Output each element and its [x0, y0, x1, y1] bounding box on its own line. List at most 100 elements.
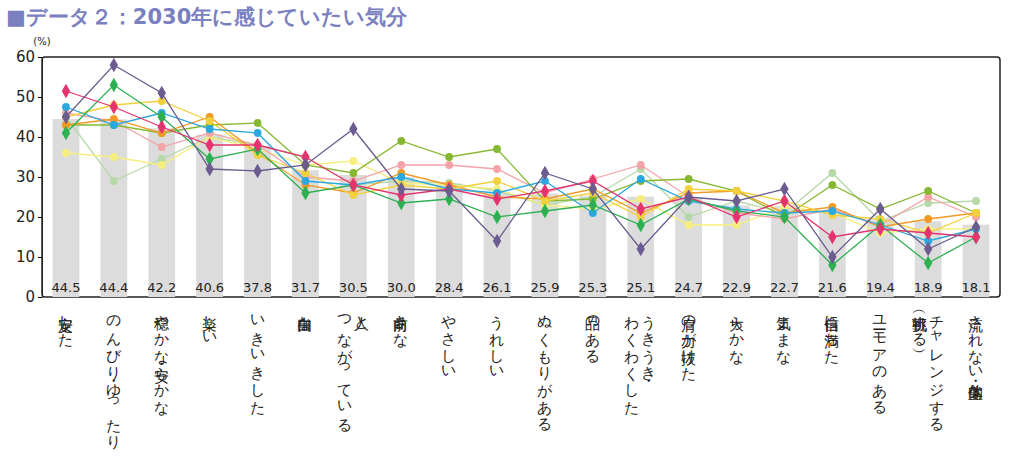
marker — [780, 210, 788, 224]
data-label: 25.3 — [578, 280, 607, 295]
chart-container: ■データ２：2030年に感じていたい気分44.544.442.240.637.8… — [0, 0, 1014, 476]
y-tick-label: 50 — [16, 88, 35, 106]
x-tick-label: うきうき・ — [640, 305, 658, 382]
marker — [397, 161, 405, 169]
bar — [292, 170, 319, 297]
marker — [110, 153, 118, 161]
data-label: 24.7 — [674, 280, 703, 295]
y-tick-label: 60 — [16, 48, 35, 66]
marker — [732, 194, 740, 208]
marker — [110, 121, 118, 129]
y-tick: 0 — [25, 288, 42, 306]
marker — [493, 177, 501, 185]
series-line — [66, 113, 976, 225]
x-tick-label: 楽しい — [201, 305, 219, 342]
y-tick-mark — [38, 177, 42, 178]
plot-frame — [42, 57, 1000, 297]
marker — [158, 161, 166, 169]
series-line — [66, 65, 976, 257]
marker — [685, 213, 693, 221]
marker — [445, 161, 453, 169]
marker — [110, 121, 118, 129]
series-line — [66, 85, 976, 265]
marker — [205, 162, 213, 176]
marker — [110, 58, 118, 72]
marker — [349, 178, 357, 192]
marker — [301, 186, 309, 200]
marker — [445, 184, 453, 198]
x-tick-label: ぬくもりがある — [536, 305, 554, 431]
marker — [110, 100, 118, 114]
series-line — [66, 117, 976, 221]
marker — [349, 178, 357, 192]
x-tick-label: うれしい — [488, 305, 506, 376]
marker — [972, 220, 980, 234]
marker — [254, 129, 262, 137]
x-tick-label: （挑戦する） — [911, 305, 929, 353]
title: ■データ２：2030年に感じていたい気分 — [6, 5, 408, 29]
marker — [397, 137, 405, 145]
marker — [876, 202, 884, 216]
y-tick: 50 — [16, 88, 42, 106]
data-labels: 44.544.442.240.637.831.730.530.028.426.1… — [51, 280, 990, 295]
marker — [972, 209, 980, 217]
x-tick-label: 流されない・主体的な — [967, 305, 985, 400]
marker — [493, 165, 501, 173]
x-tick-label: 安定した — [57, 305, 75, 348]
marker — [828, 181, 836, 189]
marker — [733, 187, 741, 195]
data-label: 30.5 — [339, 280, 368, 295]
data-label: 30.0 — [387, 280, 416, 295]
marker — [972, 197, 980, 205]
marker — [589, 182, 597, 196]
marker — [158, 120, 166, 134]
marker — [206, 125, 214, 133]
marker — [972, 209, 980, 217]
marker — [62, 126, 70, 140]
marker — [158, 86, 166, 100]
marker — [205, 138, 213, 152]
marker — [780, 182, 788, 196]
data-label: 26.1 — [483, 280, 512, 295]
data-label: 40.6 — [195, 280, 224, 295]
x-tick-label: チャレンジする — [928, 305, 946, 431]
x-tick-label: 自信に満ちた — [823, 305, 841, 365]
bar — [244, 146, 271, 297]
marker — [828, 207, 836, 215]
y-tick-mark — [38, 137, 42, 138]
marker — [733, 187, 741, 195]
y-tick-label: 40 — [16, 128, 35, 146]
data-label: 18.9 — [914, 280, 943, 295]
y-tick-label: 20 — [16, 208, 35, 226]
marker — [493, 192, 501, 206]
marker — [301, 158, 309, 172]
x-axis: 安定したのんびり・ゆったり穏やかな・安らかな楽しいいきいきした自由な人とつながっ… — [57, 305, 985, 450]
y-tick-label: 30 — [16, 168, 35, 186]
data-label: 19.4 — [866, 280, 895, 295]
series-line — [66, 123, 976, 217]
marker — [876, 222, 884, 236]
marker — [828, 250, 836, 264]
marker — [684, 190, 692, 204]
y-tick-label: 0 — [25, 288, 35, 306]
y-tick-mark — [38, 297, 42, 298]
x-tick-label: つながっている — [336, 305, 354, 432]
marker — [637, 202, 645, 216]
plot-marks — [53, 58, 990, 297]
marker — [349, 157, 357, 165]
marker — [685, 175, 693, 183]
marker — [637, 195, 645, 203]
y-axis-line — [38, 58, 43, 298]
marker — [397, 182, 405, 196]
series-line — [66, 137, 976, 233]
marker — [62, 110, 70, 124]
marker — [158, 143, 166, 151]
marker — [445, 153, 453, 161]
x-tick-label: 気ままな — [775, 305, 793, 365]
data-label: 44.5 — [51, 280, 80, 295]
marker — [924, 256, 932, 270]
marker — [684, 190, 692, 204]
marker — [541, 197, 549, 205]
bar — [388, 177, 415, 297]
x-tick-label: いきいきした — [249, 305, 267, 416]
